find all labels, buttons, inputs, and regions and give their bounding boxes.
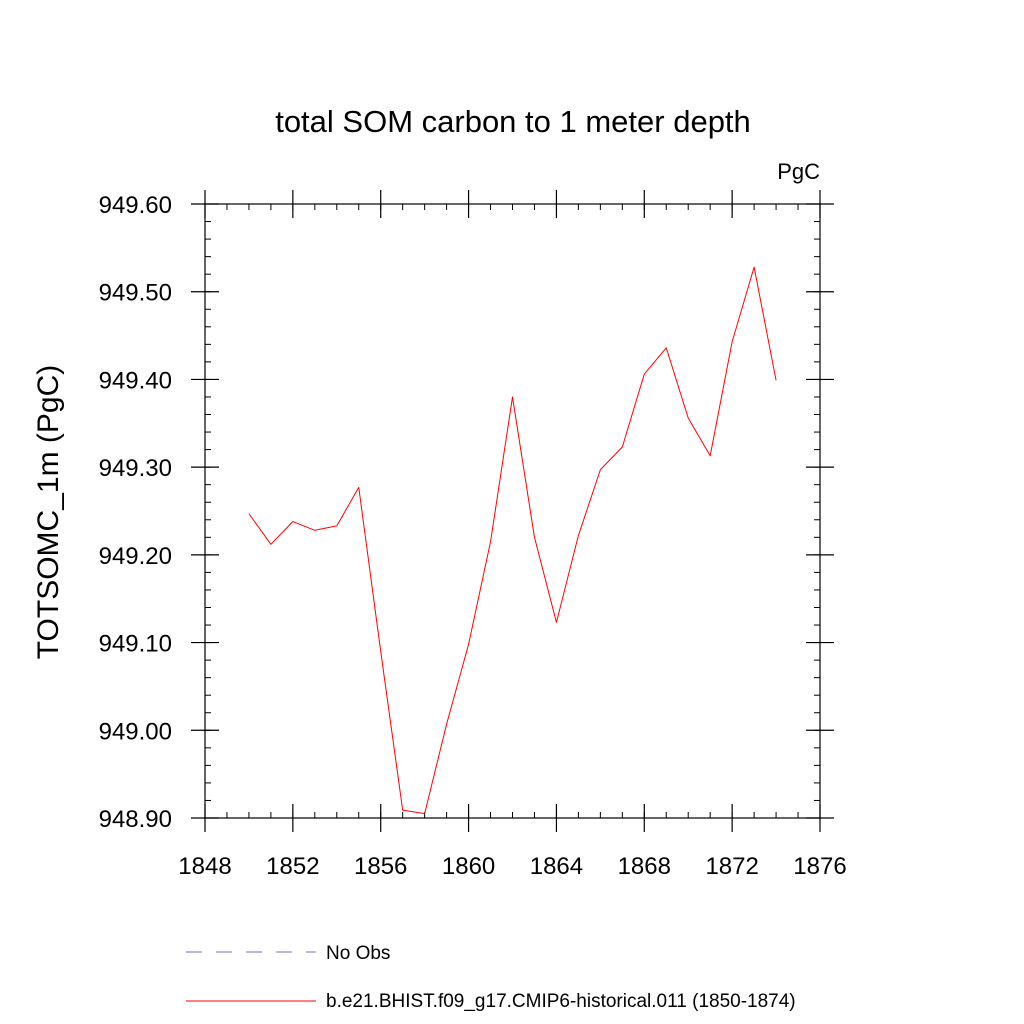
major-ticks bbox=[191, 190, 834, 832]
y-axis-label: TOTSOMC_1m (PgC) bbox=[32, 365, 65, 659]
units-label: PgC bbox=[777, 159, 820, 184]
y-tick-label: 949.20 bbox=[99, 543, 172, 570]
x-tick-label: 1872 bbox=[705, 853, 758, 880]
y-tick-label: 948.90 bbox=[99, 806, 172, 833]
y-tick-label: 949.60 bbox=[99, 192, 172, 219]
minor-ticks bbox=[204, 203, 821, 819]
legend: No Obs b.e21.BHIST.f09_g17.CMIP6-histori… bbox=[186, 943, 796, 1012]
y-tick-labels: 948.90 949.00 949.10 949.20 949.30 949.40 949.… bbox=[99, 192, 172, 833]
x-tick-label: 1848 bbox=[178, 853, 231, 880]
y-tick-label: 949.10 bbox=[99, 631, 172, 658]
y-tick-label: 949.50 bbox=[99, 280, 172, 307]
x-tick-label: 1860 bbox=[442, 853, 495, 880]
y-tick-label: 949.30 bbox=[99, 455, 172, 482]
x-tick-labels: 1848 1852 1856 1860 1864 1868 1872 1876 bbox=[178, 853, 846, 880]
y-tick-label: 949.40 bbox=[99, 367, 172, 394]
x-tick-label: 1864 bbox=[530, 853, 583, 880]
y-tick-label: 949.00 bbox=[99, 718, 172, 745]
chart-title: total SOM carbon to 1 meter depth bbox=[275, 104, 751, 139]
series-lines bbox=[248, 266, 777, 815]
x-tick-label: 1852 bbox=[266, 853, 319, 880]
plot-frame bbox=[204, 203, 821, 819]
series-line bbox=[248, 266, 777, 815]
legend-label-no-obs: No Obs bbox=[326, 943, 390, 964]
legend-label-historical: b.e21.BHIST.f09_g17.CMIP6-historical.011… bbox=[326, 991, 796, 1012]
x-tick-label: 1868 bbox=[618, 853, 671, 880]
x-tick-label: 1856 bbox=[354, 853, 407, 880]
x-tick-label: 1876 bbox=[793, 853, 846, 880]
